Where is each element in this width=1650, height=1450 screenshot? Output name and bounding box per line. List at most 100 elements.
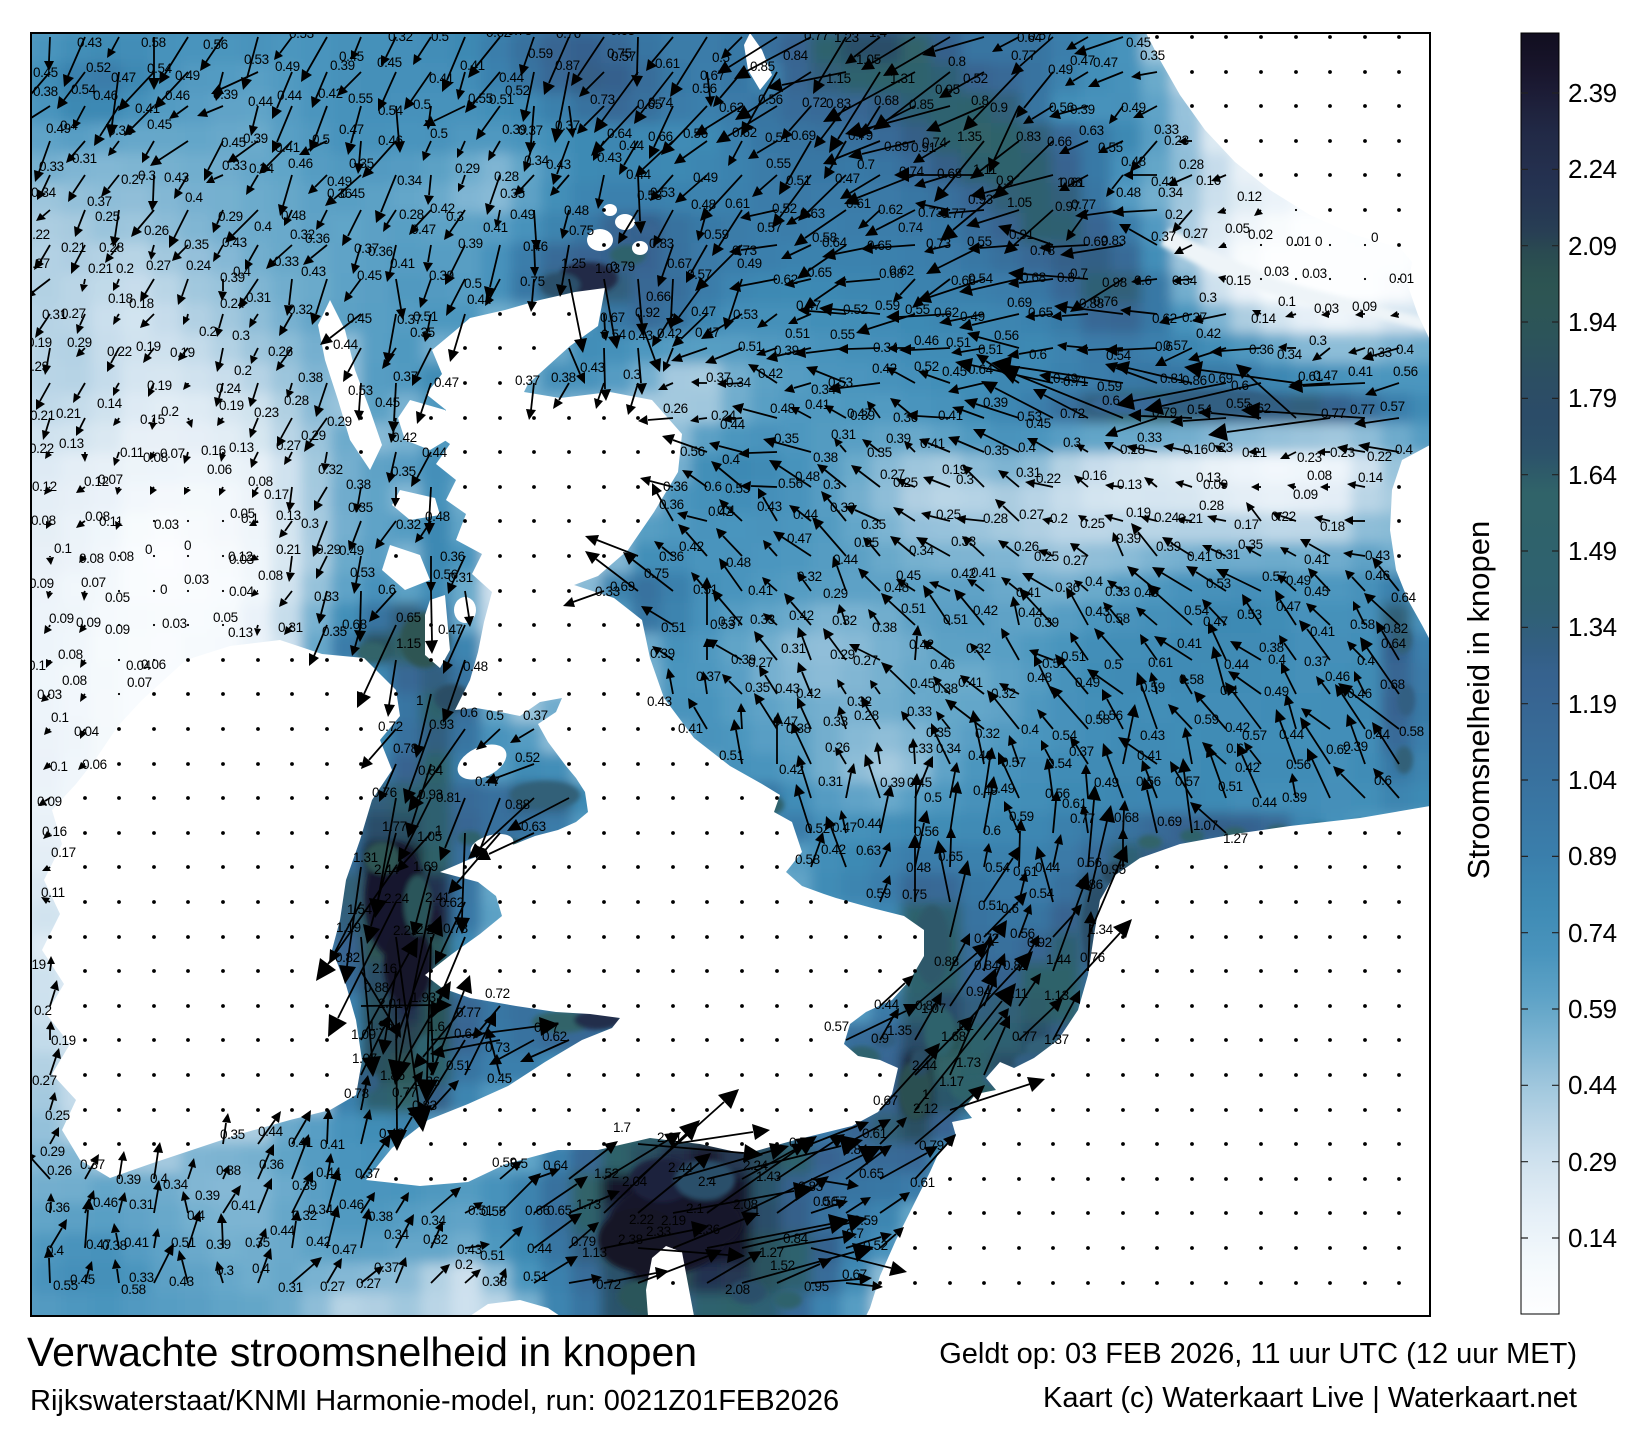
svg-text:0.57: 0.57	[824, 1019, 849, 1034]
svg-text:0.25: 0.25	[45, 1108, 70, 1123]
svg-text:0.3: 0.3	[446, 209, 464, 224]
svg-text:0.76: 0.76	[1093, 294, 1118, 309]
svg-text:0.09: 0.09	[1203, 477, 1228, 492]
svg-text:0.36: 0.36	[440, 549, 465, 564]
svg-text:0.37: 0.37	[80, 1157, 105, 1172]
svg-text:0.29: 0.29	[316, 542, 341, 557]
svg-text:0.59: 0.59	[528, 46, 553, 61]
svg-text:0.56: 0.56	[1136, 774, 1161, 789]
svg-text:0.27: 0.27	[1019, 507, 1044, 522]
svg-text:0.68: 0.68	[874, 93, 899, 108]
svg-text:0.47: 0.47	[438, 622, 463, 637]
svg-text:0.95: 0.95	[1101, 862, 1126, 877]
svg-text:0.42: 0.42	[789, 608, 814, 623]
svg-text:0.47: 0.47	[835, 171, 860, 186]
svg-text:0.45: 0.45	[1026, 416, 1051, 431]
svg-text:0.31: 0.31	[781, 641, 806, 656]
svg-text:0.32: 0.32	[847, 694, 872, 709]
svg-text:0.45: 0.45	[907, 775, 932, 790]
svg-text:0.53: 0.53	[725, 481, 750, 496]
svg-text:0.36: 0.36	[259, 1157, 284, 1172]
svg-text:0.44: 0.44	[277, 88, 303, 103]
svg-text:0.47: 0.47	[1203, 614, 1228, 629]
svg-text:0.19: 0.19	[1126, 505, 1151, 520]
svg-text:0.4: 0.4	[60, 118, 78, 133]
svg-text:0.62: 0.62	[773, 272, 798, 287]
svg-text:0.38: 0.38	[813, 450, 838, 465]
svg-text:0.69: 0.69	[1157, 814, 1182, 829]
svg-text:2.12: 2.12	[913, 1101, 938, 1116]
svg-text:0.48: 0.48	[726, 555, 751, 570]
svg-text:0.57: 0.57	[822, 1194, 847, 1209]
svg-text:0.49: 0.49	[1048, 62, 1073, 77]
svg-text:0.17: 0.17	[51, 845, 76, 860]
svg-text:0.4: 0.4	[187, 1208, 205, 1223]
svg-text:0.68: 0.68	[937, 166, 962, 181]
svg-text:0.53: 0.53	[828, 375, 853, 390]
svg-text:0.46: 0.46	[378, 133, 403, 148]
svg-text:0.41: 0.41	[748, 583, 773, 598]
svg-text:0.08: 0.08	[79, 551, 104, 566]
svg-text:0.21: 0.21	[276, 542, 301, 557]
svg-text:0.41: 0.41	[483, 220, 508, 235]
svg-text:0.43: 0.43	[379, 1126, 404, 1141]
svg-text:0.38: 0.38	[33, 84, 58, 99]
svg-text:0.85: 0.85	[909, 97, 934, 112]
svg-text:0.68: 0.68	[1021, 270, 1046, 285]
svg-text:0.65: 0.65	[867, 238, 892, 253]
svg-text:0.33: 0.33	[750, 612, 775, 627]
svg-text:0: 0	[1315, 234, 1322, 249]
svg-text:0.34: 0.34	[421, 1213, 447, 1228]
svg-text:0.08: 0.08	[58, 647, 83, 662]
svg-text:0.5: 0.5	[486, 708, 504, 723]
svg-text:0.37: 0.37	[355, 1166, 380, 1181]
svg-text:0.35: 0.35	[854, 535, 879, 550]
svg-text:0.86: 0.86	[1078, 877, 1103, 892]
svg-text:0.34: 0.34	[397, 173, 423, 188]
svg-text:0.44: 0.44	[1568, 1070, 1617, 1100]
svg-text:0.83: 0.83	[826, 96, 851, 111]
svg-text:0.48: 0.48	[425, 509, 450, 524]
svg-text:0.65: 0.65	[547, 1203, 572, 1218]
svg-text:0.91: 0.91	[1009, 227, 1034, 242]
svg-text:0.6: 0.6	[983, 823, 1001, 838]
svg-text:0.08: 0.08	[1307, 468, 1332, 483]
svg-text:0.56: 0.56	[1098, 708, 1123, 723]
svg-text:0.33: 0.33	[1137, 430, 1162, 445]
svg-text:0.65: 0.65	[396, 610, 421, 625]
svg-text:0.66: 0.66	[646, 289, 671, 304]
svg-text:0.43: 0.43	[1140, 728, 1165, 743]
svg-text:0.49: 0.49	[1134, 585, 1159, 600]
svg-text:0.14: 0.14	[1358, 470, 1384, 485]
svg-text:0.79: 0.79	[919, 1138, 944, 1153]
svg-text:0.72: 0.72	[1060, 406, 1085, 421]
svg-text:0.84: 0.84	[783, 48, 809, 63]
svg-text:1.17: 1.17	[939, 1074, 964, 1089]
svg-text:Verwachte stroomsnelheid in kn: Verwachte stroomsnelheid in knopen	[27, 1329, 697, 1375]
svg-text:0.79: 0.79	[1152, 405, 1177, 420]
svg-text:0.47: 0.47	[411, 222, 436, 237]
svg-text:0.64: 0.64	[1391, 590, 1417, 605]
svg-text:0.22: 0.22	[107, 344, 132, 359]
svg-text:0.43: 0.43	[77, 35, 102, 50]
svg-text:0.42: 0.42	[779, 762, 804, 777]
svg-text:0.55: 0.55	[1098, 140, 1123, 155]
svg-text:0.35: 0.35	[984, 443, 1009, 458]
svg-text:0.19: 0.19	[51, 1033, 76, 1048]
svg-text:0.44: 0.44	[1035, 860, 1061, 875]
svg-text:0.77: 0.77	[475, 774, 500, 789]
svg-text:0.27: 0.27	[61, 306, 86, 321]
svg-text:0.41: 0.41	[1137, 748, 1162, 763]
svg-text:0.68: 0.68	[342, 617, 367, 632]
svg-text:0.74: 0.74	[922, 135, 948, 150]
svg-text:0.37: 0.37	[87, 194, 112, 209]
svg-text:0.13: 0.13	[229, 440, 254, 455]
svg-text:0.57: 0.57	[1242, 728, 1267, 743]
svg-text:0.48: 0.48	[1027, 670, 1052, 685]
svg-text:0.64: 0.64	[543, 1158, 569, 1173]
svg-text:2.33: 2.33	[646, 1224, 671, 1239]
svg-text:0: 0	[160, 582, 167, 597]
svg-text:0.56: 0.56	[680, 444, 705, 459]
svg-text:0.43: 0.43	[169, 1274, 194, 1289]
svg-text:0.9: 0.9	[990, 100, 1008, 115]
